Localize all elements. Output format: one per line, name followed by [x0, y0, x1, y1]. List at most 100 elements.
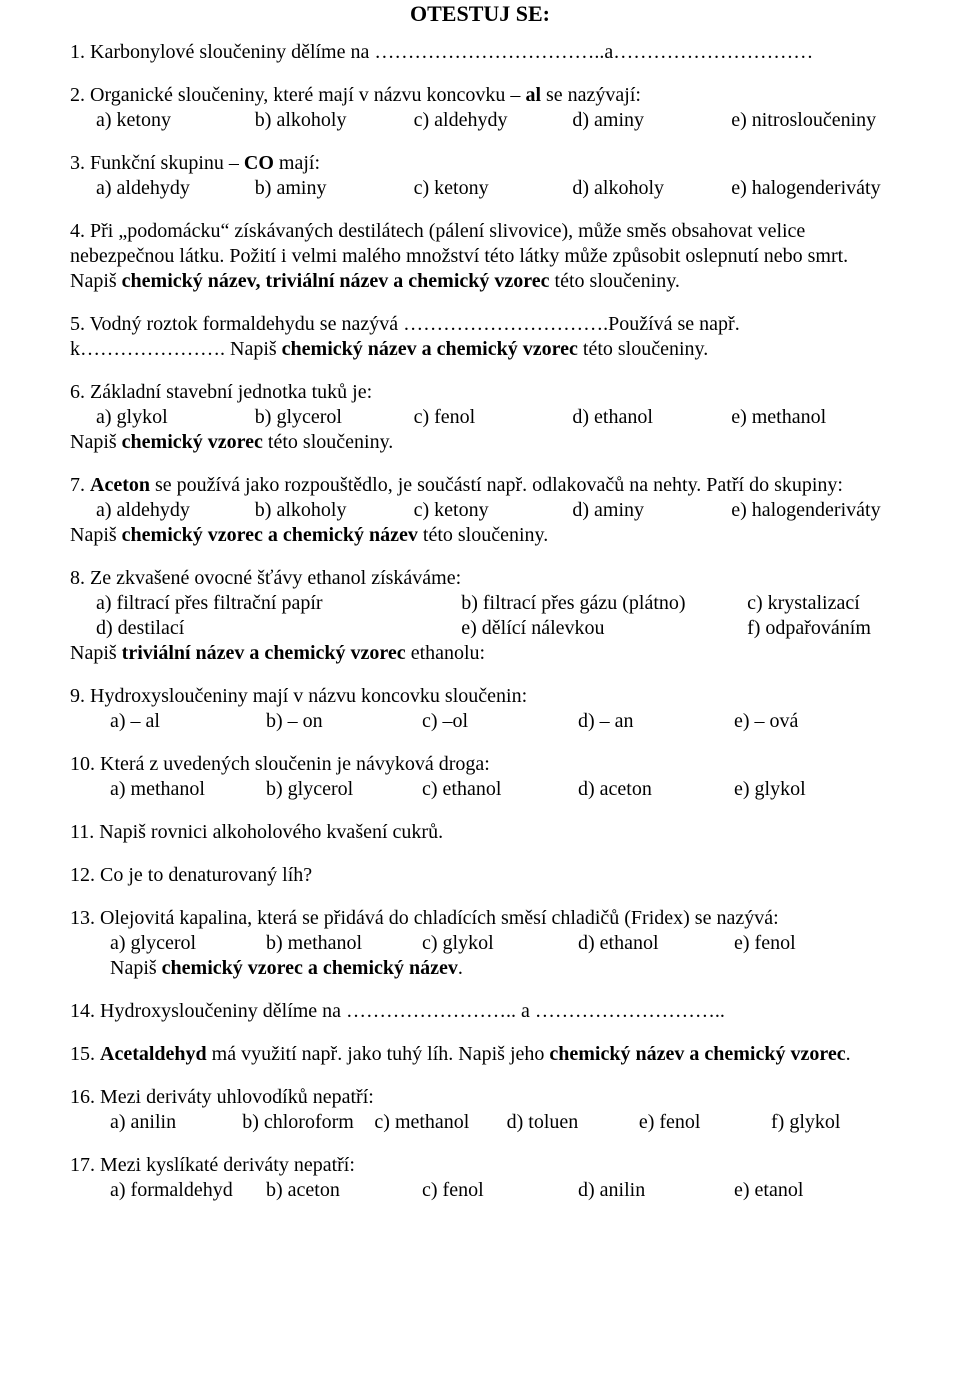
- q10-opt-e: e) glykol: [734, 777, 890, 802]
- q6-options: a) glykol b) glycerol c) fenol d) ethano…: [70, 405, 890, 430]
- q10-prompt: 10. Která z uvedených sloučenin je návyk…: [70, 752, 890, 777]
- q16-opt-f: f) glykol: [771, 1110, 890, 1135]
- q8-follow-b: triviální název a chemický vzorec: [122, 642, 406, 664]
- q13-opt-e: e) fenol: [734, 931, 890, 956]
- q7-follow: Napiš chemický vzorec a chemický název t…: [70, 523, 890, 548]
- q8-opt-d: d) destilací: [96, 616, 461, 641]
- question-16: 16. Mezi deriváty uhlovodíků nepatří: a)…: [70, 1085, 890, 1135]
- q3-opt-d: d) alkoholy: [572, 176, 731, 201]
- question-12: 12. Co je to denaturovaný líh?: [70, 863, 890, 888]
- q7-options: a) aldehydy b) alkoholy c) ketony d) ami…: [70, 498, 890, 523]
- question-10: 10. Která z uvedených sloučenin je návyk…: [70, 752, 890, 802]
- q7-opt-b: b) alkoholy: [255, 498, 414, 523]
- question-14: 14. Hydroxysloučeniny dělíme na ………………………: [70, 999, 890, 1024]
- q5-bold: chemický název a chemický vzorec: [282, 338, 578, 360]
- q5-text: 5. Vodný roztok formaldehydu se nazývá ……: [70, 312, 890, 362]
- q6-follow: Napiš chemický vzorec této sloučeniny.: [70, 430, 890, 455]
- q4-bold: chemický název, triviální název a chemic…: [122, 270, 550, 292]
- q7-opt-c: c) ketony: [414, 498, 573, 523]
- q17-opt-e: e) etanol: [734, 1178, 890, 1203]
- q7-follow-b: chemický vzorec a chemický název: [122, 524, 418, 546]
- q17-options: a) formaldehyd b) aceton c) fenol d) ani…: [70, 1178, 890, 1203]
- question-3: 3. Funkční skupinu – CO mají: a) aldehyd…: [70, 151, 890, 201]
- question-6: 6. Základní stavební jednotka tuků je: a…: [70, 380, 890, 455]
- q6-follow-b: chemický vzorec: [122, 431, 263, 453]
- q10-opt-c: c) ethanol: [422, 777, 578, 802]
- q8-options-row1: a) filtrací přes filtrační papír b) filt…: [70, 591, 890, 616]
- question-2: 2. Organické sloučeniny, které mají v ná…: [70, 83, 890, 133]
- q7-follow-c: této sloučeniny.: [418, 524, 548, 546]
- q14-text: 14. Hydroxysloučeniny dělíme na ………………………: [70, 999, 890, 1024]
- q7-opt-d: d) aminy: [572, 498, 731, 523]
- q7-prompt-b: se používá jako rozpouštědlo, je součást…: [150, 474, 843, 496]
- q15-text: 15. Acetaldehyd má využití např. jako tu…: [70, 1042, 890, 1067]
- q2-opt-b: b) alkoholy: [255, 108, 414, 133]
- q6-opt-a: a) glykol: [96, 405, 255, 430]
- q8-opt-c: c) krystalizací: [747, 591, 890, 616]
- q10-options: a) methanol b) glycerol c) ethanol d) ac…: [70, 777, 890, 802]
- q15-text-b: má využití např. jako tuhý líh. Napiš je…: [207, 1043, 550, 1065]
- q8-opt-b: b) filtrací přes gázu (plátno): [461, 591, 747, 616]
- question-13: 13. Olejovitá kapalina, která se přidává…: [70, 906, 890, 981]
- q13-opt-d: d) ethanol: [578, 931, 734, 956]
- q2-options: a) ketony b) alkoholy c) aldehydy d) ami…: [70, 108, 890, 133]
- q16-prompt: 16. Mezi deriváty uhlovodíků nepatří:: [70, 1085, 890, 1110]
- q9-prompt: 9. Hydroxysloučeniny mají v názvu koncov…: [70, 684, 890, 709]
- q16-opt-c: c) methanol: [374, 1110, 506, 1135]
- q8-follow: Napiš triviální název a chemický vzorec …: [70, 641, 890, 666]
- q8-opt-f: f) odpařováním: [747, 616, 890, 641]
- q8-follow-c: ethanolu:: [406, 642, 485, 664]
- q13-follow-c: .: [458, 957, 463, 979]
- q3-prompt-b: mají:: [274, 152, 320, 174]
- q6-follow-c: této sloučeniny.: [263, 431, 393, 453]
- q6-opt-c: c) fenol: [414, 405, 573, 430]
- q1-text: 1. Karbonylové sloučeniny dělíme na ……………: [70, 40, 890, 65]
- question-8: 8. Ze zkvašené ovocné šťávy ethanol získ…: [70, 566, 890, 666]
- q13-options: a) glycerol b) methanol c) glykol d) eth…: [70, 931, 890, 956]
- question-9: 9. Hydroxysloučeniny mají v názvu koncov…: [70, 684, 890, 734]
- q3-prompt-a: 3. Funkční skupinu –: [70, 152, 244, 174]
- question-7: 7. Aceton se používá jako rozpouštědlo, …: [70, 473, 890, 548]
- q8-prompt: 8. Ze zkvašené ovocné šťávy ethanol získ…: [70, 566, 890, 591]
- q13-opt-b: b) methanol: [266, 931, 422, 956]
- q13-follow-b: chemický vzorec a chemický název: [162, 957, 458, 979]
- q3-opt-e: e) halogenderiváty: [731, 176, 890, 201]
- question-15: 15. Acetaldehyd má využití např. jako tu…: [70, 1042, 890, 1067]
- q16-options: a) anilin b) chloroform c) methanol d) t…: [70, 1110, 890, 1135]
- q2-prompt-b: se nazývají:: [541, 84, 641, 106]
- q12-text: 12. Co je to denaturovaný líh?: [70, 863, 890, 888]
- q13-prompt: 13. Olejovitá kapalina, která se přidává…: [70, 906, 890, 931]
- q13-opt-a: a) glycerol: [110, 931, 266, 956]
- question-4: 4. Při „podomácku“ získávaných destiláte…: [70, 219, 890, 294]
- q3-opt-a: a) aldehydy: [96, 176, 255, 201]
- q3-bold: CO: [244, 152, 274, 174]
- q3-prompt: 3. Funkční skupinu – CO mají:: [70, 151, 890, 176]
- q15-text-a: 15.: [70, 1043, 100, 1065]
- q17-opt-b: b) aceton: [266, 1178, 422, 1203]
- q9-opt-b: b) – on: [266, 709, 422, 734]
- q17-opt-a: a) formaldehyd: [110, 1178, 266, 1203]
- q7-opt-e: e) halogenderiváty: [731, 498, 890, 523]
- q9-options: a) – al b) – on c) –ol d) – an e) – ová: [70, 709, 890, 734]
- q8-opt-a: a) filtrací přes filtrační papír: [96, 591, 461, 616]
- q16-opt-b: b) chloroform: [242, 1110, 374, 1135]
- q7-prompt-a: 7.: [70, 474, 90, 496]
- q10-opt-a: a) methanol: [110, 777, 266, 802]
- q2-prompt-a: 2. Organické sloučeniny, které mají v ná…: [70, 84, 525, 106]
- q9-opt-c: c) –ol: [422, 709, 578, 734]
- q2-bold: al: [525, 84, 541, 106]
- q16-opt-e: e) fenol: [639, 1110, 771, 1135]
- q3-options: a) aldehydy b) aminy c) ketony d) alkoho…: [70, 176, 890, 201]
- q13-follow: Napiš chemický vzorec a chemický název.: [70, 956, 890, 981]
- q17-opt-c: c) fenol: [422, 1178, 578, 1203]
- question-5: 5. Vodný roztok formaldehydu se nazývá ……: [70, 312, 890, 362]
- question-17: 17. Mezi kyslíkaté deriváty nepatří: a) …: [70, 1153, 890, 1203]
- q16-opt-a: a) anilin: [110, 1110, 242, 1135]
- q17-prompt: 17. Mezi kyslíkaté deriváty nepatří:: [70, 1153, 890, 1178]
- q9-opt-a: a) – al: [110, 709, 266, 734]
- q3-opt-c: c) ketony: [414, 176, 573, 201]
- question-11: 11. Napiš rovnici alkoholového kvašení c…: [70, 820, 890, 845]
- q8-options-row2: d) destilací e) dělící nálevkou f) odpař…: [70, 616, 890, 641]
- q11-text: 11. Napiš rovnici alkoholového kvašení c…: [70, 820, 890, 845]
- q7-follow-a: Napiš: [70, 524, 122, 546]
